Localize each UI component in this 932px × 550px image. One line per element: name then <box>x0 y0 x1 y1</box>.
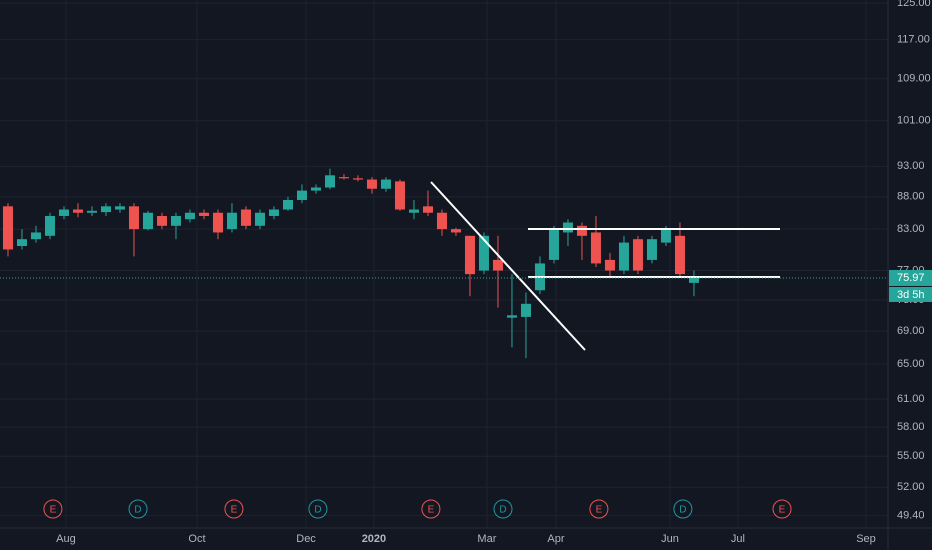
x-tick-label: Jul <box>731 533 745 545</box>
candle-body <box>282 199 293 210</box>
candle-body <box>464 235 475 275</box>
x-tick-label: Jun <box>661 533 679 545</box>
y-tick-label: 88.00 <box>897 191 925 203</box>
event-marker <box>589 499 609 519</box>
event-label: E <box>779 505 786 516</box>
event-marker <box>421 499 441 519</box>
event-marker <box>493 499 513 519</box>
candle-body <box>86 210 97 213</box>
last-price-box <box>889 269 932 286</box>
candle-body <box>632 239 643 271</box>
candle-body <box>394 181 405 210</box>
x-tick-label: Apr <box>547 533 564 545</box>
x-tick-label: Aug <box>56 533 76 545</box>
x-tick-label: Oct <box>188 533 205 545</box>
event-label: D <box>314 505 321 516</box>
y-tick-label: 61.00 <box>897 393 925 405</box>
candle-body <box>254 212 265 226</box>
candle-body <box>170 215 181 226</box>
y-tick-label: 69.00 <box>897 325 925 337</box>
event-marker <box>308 499 328 519</box>
event-marker <box>673 499 693 519</box>
candle-body <box>604 259 615 271</box>
y-tick-label: 117.00 <box>897 34 930 46</box>
candle-body <box>422 206 433 213</box>
event-marker <box>224 499 244 519</box>
event-label: E <box>596 505 603 516</box>
candle-body <box>436 212 447 230</box>
candle-body <box>646 239 657 260</box>
event-marker <box>772 499 792 519</box>
candle-body <box>492 259 503 271</box>
candle-body <box>240 209 251 226</box>
candle-body <box>618 242 629 271</box>
candle-body <box>212 212 223 233</box>
candle-body <box>548 229 559 260</box>
candle-body <box>576 225 587 236</box>
last-price-label: 75.97 <box>897 272 925 284</box>
candle-body <box>478 235 489 271</box>
candle-body <box>688 277 699 283</box>
candle-body <box>44 215 55 236</box>
candle-body <box>156 215 167 226</box>
candle-body <box>114 206 125 210</box>
candle-body <box>72 209 83 213</box>
candle-body <box>366 179 377 189</box>
y-tick-label: 109.00 <box>897 73 931 85</box>
candle-body <box>268 209 279 216</box>
y-tick-label: 58.00 <box>897 421 925 433</box>
x-tick-label: Mar <box>477 533 496 545</box>
candle-body <box>450 229 461 233</box>
y-tick-label: 52.00 <box>897 481 925 493</box>
x-tick-label: Dec <box>296 533 316 545</box>
candle-body <box>520 303 531 317</box>
candle-body <box>338 177 349 179</box>
event-label: D <box>499 505 506 516</box>
candle-body <box>58 209 69 216</box>
candle-body <box>408 209 419 213</box>
candle-body <box>674 235 685 275</box>
event-label: D <box>134 505 141 516</box>
candle-body <box>100 206 111 213</box>
y-tick-label: 93.00 <box>897 160 925 172</box>
candle-body <box>142 212 153 230</box>
event-label: E <box>231 505 238 516</box>
candle-body <box>226 212 237 230</box>
y-tick-label: 55.00 <box>897 450 925 462</box>
event-marker <box>43 499 63 519</box>
event-label: E <box>428 505 435 516</box>
candle-body <box>2 206 13 250</box>
event-label: D <box>679 505 686 516</box>
y-tick-label: 125.00 <box>897 0 931 9</box>
candle-body <box>128 206 139 230</box>
candle-body <box>16 239 27 247</box>
candle-body <box>506 315 517 318</box>
x-tick-label: 2020 <box>362 533 386 545</box>
trend-line[interactable] <box>430 181 586 351</box>
event-label: E <box>50 505 57 516</box>
candle-body <box>30 232 41 240</box>
candle-body <box>296 190 307 200</box>
y-tick-label: 49.40 <box>897 509 925 521</box>
candle-body <box>380 179 391 189</box>
countdown-label: 3d 5h <box>897 289 925 301</box>
y-tick-label: 83.00 <box>897 223 925 235</box>
candle-body <box>352 178 363 180</box>
x-tick-label: Sep <box>856 533 876 545</box>
candle-body <box>660 229 671 243</box>
candle-body <box>562 222 573 233</box>
candle-body <box>198 212 209 216</box>
candle-body <box>324 175 335 188</box>
y-tick-label: 65.00 <box>897 358 925 370</box>
countdown-box <box>889 286 932 302</box>
y-tick-label: 101.00 <box>897 115 931 127</box>
candle-body <box>590 232 601 264</box>
candle-body <box>184 212 195 220</box>
candle-body <box>310 187 321 191</box>
event-marker <box>128 499 148 519</box>
